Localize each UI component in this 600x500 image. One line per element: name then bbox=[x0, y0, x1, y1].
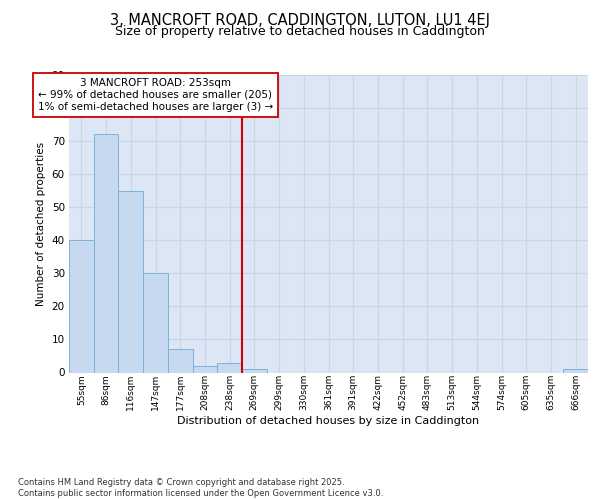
Bar bbox=[242, 369, 267, 372]
Text: Size of property relative to detached houses in Caddington: Size of property relative to detached ho… bbox=[115, 25, 485, 38]
Text: Contains HM Land Registry data © Crown copyright and database right 2025.
Contai: Contains HM Land Registry data © Crown c… bbox=[18, 478, 383, 498]
Text: 3 MANCROFT ROAD: 253sqm
← 99% of detached houses are smaller (205)
1% of semi-de: 3 MANCROFT ROAD: 253sqm ← 99% of detache… bbox=[38, 78, 273, 112]
Bar bbox=[94, 134, 118, 372]
Bar bbox=[563, 369, 588, 372]
Bar bbox=[217, 362, 242, 372]
Y-axis label: Number of detached properties: Number of detached properties bbox=[36, 142, 46, 306]
Bar bbox=[168, 350, 193, 372]
Bar bbox=[143, 274, 168, 372]
Text: 3, MANCROFT ROAD, CADDINGTON, LUTON, LU1 4EJ: 3, MANCROFT ROAD, CADDINGTON, LUTON, LU1… bbox=[110, 12, 490, 28]
Bar bbox=[69, 240, 94, 372]
Bar bbox=[118, 190, 143, 372]
Bar bbox=[193, 366, 217, 372]
X-axis label: Distribution of detached houses by size in Caddington: Distribution of detached houses by size … bbox=[178, 416, 479, 426]
